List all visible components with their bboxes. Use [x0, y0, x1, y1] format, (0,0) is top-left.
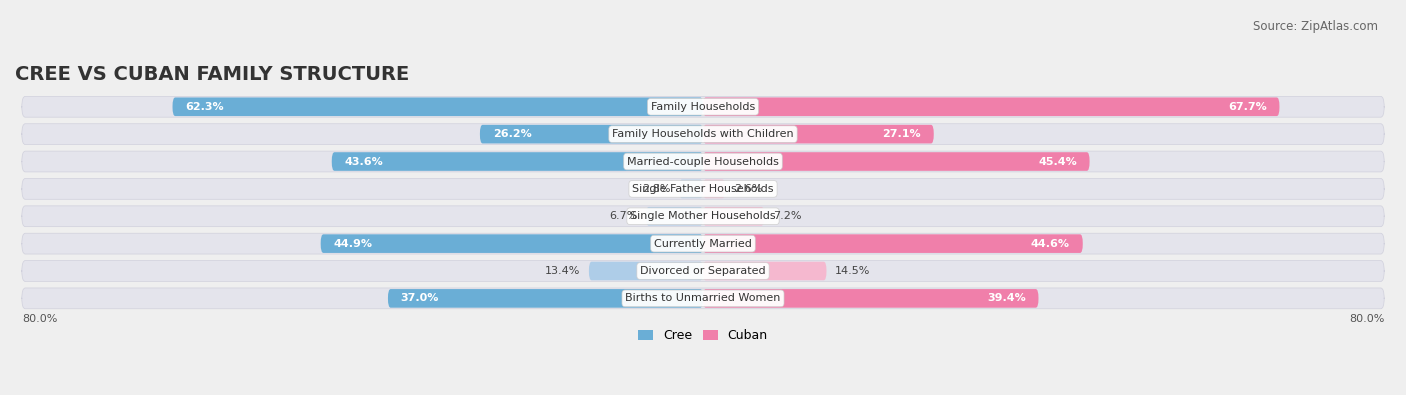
FancyBboxPatch shape [703, 98, 1279, 116]
Text: 44.9%: 44.9% [333, 239, 373, 248]
FancyBboxPatch shape [388, 289, 703, 308]
Text: 37.0%: 37.0% [401, 293, 439, 303]
FancyBboxPatch shape [703, 207, 765, 226]
Text: Family Households with Children: Family Households with Children [612, 129, 794, 139]
FancyBboxPatch shape [22, 261, 1384, 281]
FancyBboxPatch shape [22, 206, 1384, 227]
FancyBboxPatch shape [703, 234, 1083, 253]
Text: 26.2%: 26.2% [492, 129, 531, 139]
Text: Single Father Households: Single Father Households [633, 184, 773, 194]
Text: 43.6%: 43.6% [344, 156, 384, 167]
Text: Currently Married: Currently Married [654, 239, 752, 248]
Legend: Cree, Cuban: Cree, Cuban [633, 324, 773, 347]
Text: 39.4%: 39.4% [987, 293, 1026, 303]
Text: 80.0%: 80.0% [1348, 314, 1384, 324]
FancyBboxPatch shape [173, 98, 703, 116]
Text: 44.6%: 44.6% [1031, 239, 1070, 248]
FancyBboxPatch shape [703, 289, 1039, 308]
Text: Family Households: Family Households [651, 102, 755, 112]
Text: 2.6%: 2.6% [734, 184, 762, 194]
Text: 14.5%: 14.5% [835, 266, 870, 276]
FancyBboxPatch shape [22, 233, 1384, 254]
Text: Single Mother Households: Single Mother Households [630, 211, 776, 221]
FancyBboxPatch shape [479, 125, 703, 143]
Text: 27.1%: 27.1% [883, 129, 921, 139]
Text: Source: ZipAtlas.com: Source: ZipAtlas.com [1253, 20, 1378, 33]
FancyBboxPatch shape [703, 152, 1090, 171]
FancyBboxPatch shape [332, 152, 703, 171]
Text: 7.2%: 7.2% [773, 211, 801, 221]
Text: Married-couple Households: Married-couple Households [627, 156, 779, 167]
FancyBboxPatch shape [22, 288, 1384, 309]
FancyBboxPatch shape [22, 179, 1384, 199]
Text: 67.7%: 67.7% [1227, 102, 1267, 112]
Text: 13.4%: 13.4% [546, 266, 581, 276]
FancyBboxPatch shape [22, 124, 1384, 145]
FancyBboxPatch shape [703, 125, 934, 143]
Text: 45.4%: 45.4% [1038, 156, 1077, 167]
Text: 80.0%: 80.0% [22, 314, 58, 324]
FancyBboxPatch shape [679, 180, 703, 198]
Text: Divorced or Separated: Divorced or Separated [640, 266, 766, 276]
Text: Births to Unmarried Women: Births to Unmarried Women [626, 293, 780, 303]
FancyBboxPatch shape [703, 180, 725, 198]
Text: CREE VS CUBAN FAMILY STRUCTURE: CREE VS CUBAN FAMILY STRUCTURE [15, 64, 409, 83]
Text: 62.3%: 62.3% [186, 102, 224, 112]
Text: 6.7%: 6.7% [609, 211, 637, 221]
FancyBboxPatch shape [703, 262, 827, 280]
FancyBboxPatch shape [645, 207, 703, 226]
Text: 2.8%: 2.8% [643, 184, 671, 194]
FancyBboxPatch shape [589, 262, 703, 280]
FancyBboxPatch shape [22, 151, 1384, 172]
FancyBboxPatch shape [321, 234, 703, 253]
FancyBboxPatch shape [22, 96, 1384, 117]
